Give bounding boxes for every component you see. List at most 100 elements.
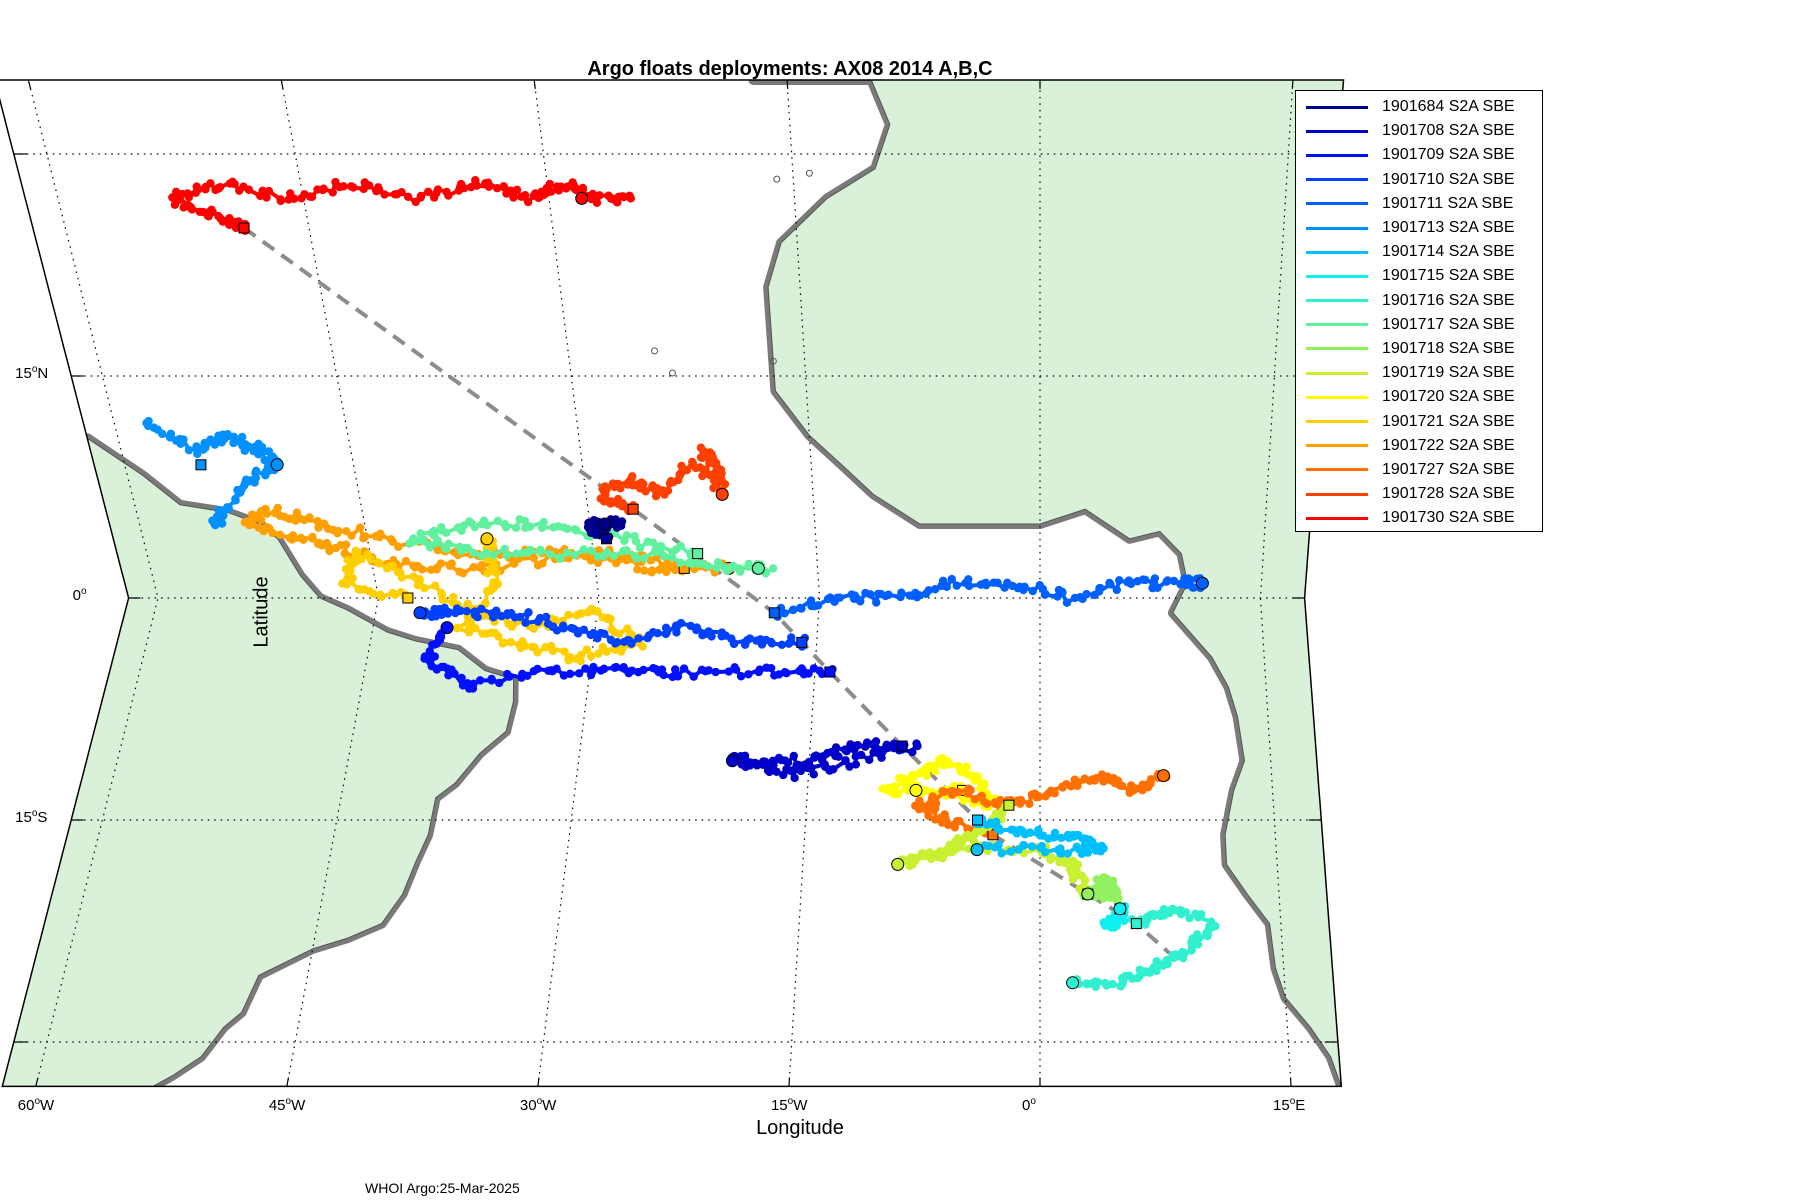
float-1901715-trajectory (1099, 901, 1130, 932)
float-1901710-profile-point (672, 628, 681, 637)
float-1901730-profile-point (319, 184, 328, 193)
float-1901710-profile-point (777, 640, 787, 650)
float-1901717-profile-point (744, 562, 753, 571)
float-1901713-profile-point (237, 432, 247, 442)
float-1901728-profile-point (663, 486, 673, 495)
lon-tick-mark (35, 1077, 39, 1087)
float-1901710-profile-point (477, 604, 486, 614)
float-1901730-profile-point (206, 179, 215, 188)
float-1901719-profile-point (911, 856, 920, 865)
float-1901727-profile-point (930, 796, 939, 805)
float-1901730-profile-point (444, 191, 453, 200)
float-1901727-profile-point (1046, 786, 1056, 796)
float-1901720-profile-point (899, 774, 908, 783)
float-1901722-profile-point (671, 565, 680, 575)
float-1901713-profile-point (254, 450, 263, 459)
float-1901717-profile-point (622, 546, 631, 555)
float-1901717-profile-point (556, 554, 565, 563)
float-1901721-profile-point (354, 584, 363, 594)
float-1901717-profile-point (520, 523, 530, 533)
legend-swatch (1306, 299, 1368, 303)
float-1901708-trajectory (725, 737, 922, 783)
float-1901727-profile-point (954, 787, 964, 797)
legend-item-1901719: 1901719 S2A SBE (1296, 361, 1542, 385)
float-1901719-profile-point (1080, 876, 1090, 885)
float-1901716-profile-point (1203, 931, 1212, 941)
float-1901730-profile-point (307, 192, 317, 202)
float-1901730-profile-point (433, 185, 443, 194)
float-1901722-profile-point (342, 527, 351, 536)
float-1901709-profile-point (437, 662, 446, 672)
float-1901730-profile-point (523, 197, 533, 207)
float-1901711-profile-point (1163, 576, 1172, 585)
float-1901708-profile-point (841, 756, 850, 765)
float-1901722-profile-point (256, 515, 266, 525)
float-1901721-profile-point (431, 581, 440, 590)
float-1901711-profile-point (942, 582, 951, 592)
float-1901730-profile-point (183, 200, 192, 210)
float-1901717-profile-point (722, 566, 732, 576)
float-1901728-profile-point (682, 465, 692, 475)
lon-tick-mark (786, 79, 789, 89)
float-1901730-profile-point (517, 192, 526, 201)
float-1901710-profile-point (470, 607, 479, 616)
float-1901722-profile-point (655, 565, 664, 574)
float-1901722-profile-point (292, 508, 302, 517)
float-1901711-profile-point (1186, 575, 1195, 585)
float-1901714-profile-point (1056, 844, 1065, 853)
float-1901722-profile-point (394, 542, 403, 551)
float-1901710-profile-point (488, 609, 497, 618)
float-1901727-profile-point (917, 801, 926, 810)
float-1901717-profile-point (635, 543, 645, 553)
float-1901708-profile-point (772, 767, 781, 776)
float-1901719-profile-point (1046, 852, 1056, 862)
float-1901710-profile-point (567, 623, 576, 633)
float-1901717-profile-point (416, 529, 425, 538)
float-1901722-profile-point (315, 538, 324, 548)
float-1901713-profile-point (261, 471, 270, 480)
float-1901720-profile-point (976, 779, 986, 788)
float-1901711-profile-point (1062, 598, 1072, 607)
float-1901717-last-position (751, 561, 765, 575)
float-1901721-profile-point (415, 577, 424, 587)
lon-tick-mark (1289, 1077, 1292, 1087)
float-1901713-profile-point (193, 449, 202, 459)
float-1901721-profile-point (638, 642, 647, 651)
float-1901717-profile-point (729, 561, 738, 571)
lon-tick-label: 15oW (770, 1096, 808, 1115)
float-1901728-profile-point (600, 482, 610, 491)
legend-item-1901711: 1901711 S2A SBE (1296, 192, 1542, 216)
float-1901709-profile-point (475, 676, 485, 685)
float-1901721-profile-point (388, 588, 397, 598)
float-1901719-profile-point (970, 830, 979, 839)
legend-item-1901717: 1901717 S2A SBE (1296, 313, 1542, 337)
float-1901708-profile-point (763, 766, 773, 775)
legend-item-1901713: 1901713 S2A SBE (1296, 216, 1542, 240)
float-1901721-profile-point (582, 645, 591, 654)
float-1901717-profile-point (511, 523, 521, 532)
float-1901713-profile-point (179, 435, 188, 444)
float-1901717-profile-point (482, 548, 491, 558)
float-1901709-profile-point (657, 665, 667, 674)
lat-tick-label: 15oS (15, 808, 48, 826)
legend-label: 1901711 S2A SBE (1382, 194, 1514, 212)
float-1901710-profile-point (611, 639, 620, 648)
float-1901709-profile-point (744, 670, 753, 679)
legend-swatch (1306, 226, 1368, 230)
float-1901709-profile-point (436, 630, 445, 639)
float-1901713-profile-point (158, 429, 167, 439)
float-1901716-profile-point (1185, 913, 1194, 923)
float-1901717-profile-point (453, 523, 463, 532)
float-1901717-profile-point (412, 536, 421, 546)
legend-swatch (1306, 323, 1368, 327)
float-1901721-profile-point (560, 647, 569, 656)
float-1901710-deploy-marker (796, 636, 808, 648)
float-1901714-profile-point (1006, 847, 1015, 856)
float-1901709-profile-point (671, 665, 680, 674)
float-1901730-profile-point (262, 193, 271, 202)
float-1901708-profile-point (809, 770, 818, 779)
float-1901727-deploy-marker (987, 829, 999, 841)
float-1901727-profile-point (930, 815, 940, 824)
float-1901730-profile-point (512, 185, 522, 195)
float-1901722-profile-point (268, 528, 277, 538)
